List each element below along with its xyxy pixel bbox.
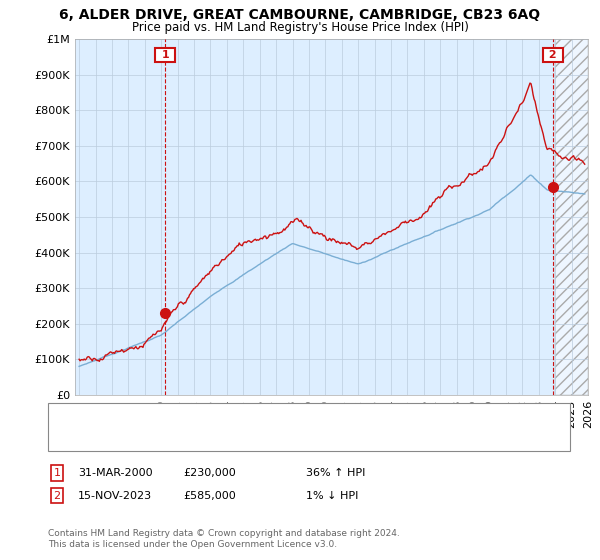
Text: 6, ALDER DRIVE, GREAT CAMBOURNE, CAMBRIDGE, CB23 6AQ: 6, ALDER DRIVE, GREAT CAMBOURNE, CAMBRID… bbox=[59, 8, 541, 22]
Text: HPI: Average price, detached house, South Cambridgeshire: HPI: Average price, detached house, Sout… bbox=[93, 435, 383, 445]
Text: 15-NOV-2023: 15-NOV-2023 bbox=[78, 491, 152, 501]
Text: 2: 2 bbox=[545, 50, 561, 60]
Bar bbox=[555, 39, 588, 395]
Text: 6, ALDER DRIVE, GREAT CAMBOURNE, CAMBRIDGE, CB23 6AQ (detached house): 6, ALDER DRIVE, GREAT CAMBOURNE, CAMBRID… bbox=[93, 410, 487, 421]
Text: 31-MAR-2000: 31-MAR-2000 bbox=[78, 468, 152, 478]
Text: 1: 1 bbox=[158, 50, 173, 60]
Text: 1: 1 bbox=[53, 468, 61, 478]
Text: 36% ↑ HPI: 36% ↑ HPI bbox=[306, 468, 365, 478]
Text: 2: 2 bbox=[53, 491, 61, 501]
Text: £585,000: £585,000 bbox=[183, 491, 236, 501]
Text: 1% ↓ HPI: 1% ↓ HPI bbox=[306, 491, 358, 501]
Text: £230,000: £230,000 bbox=[183, 468, 236, 478]
Text: Contains HM Land Registry data © Crown copyright and database right 2024.
This d: Contains HM Land Registry data © Crown c… bbox=[48, 529, 400, 549]
Text: ——: —— bbox=[60, 432, 77, 447]
Text: ——: —— bbox=[60, 409, 77, 422]
Text: Price paid vs. HM Land Registry's House Price Index (HPI): Price paid vs. HM Land Registry's House … bbox=[131, 21, 469, 34]
